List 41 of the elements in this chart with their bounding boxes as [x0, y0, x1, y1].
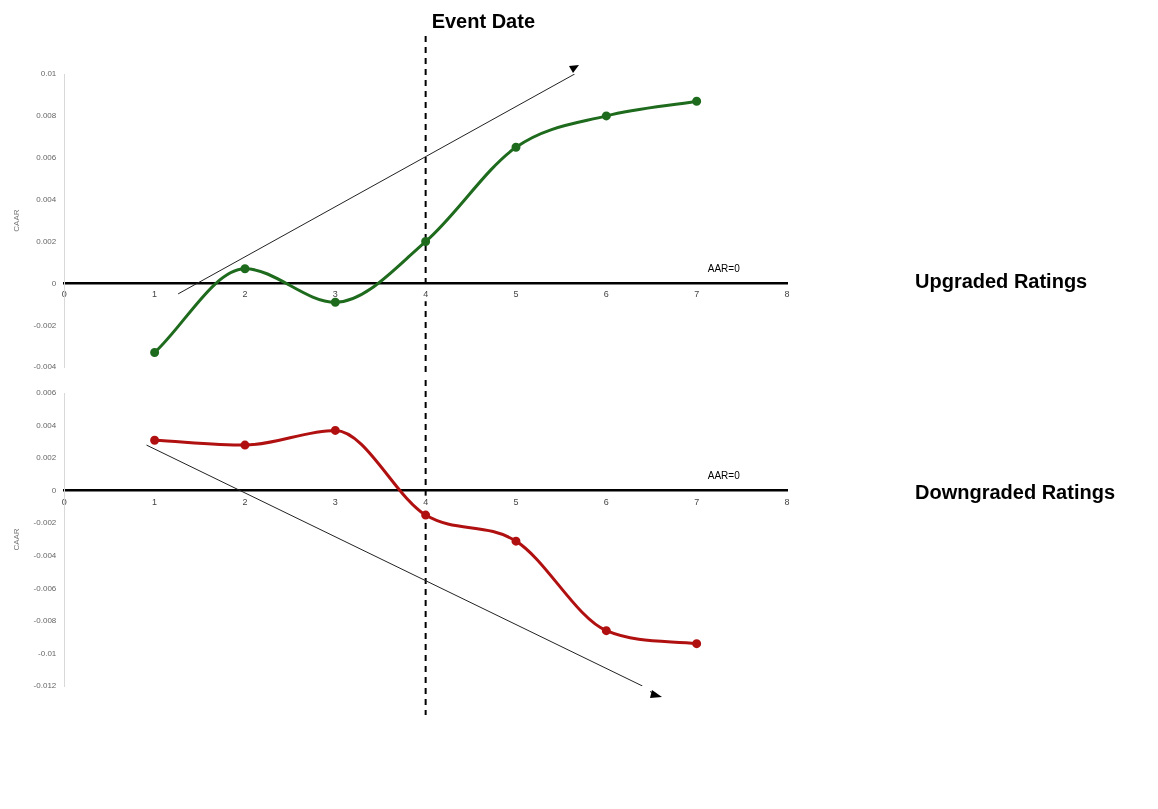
- y-axis-title: CAAR: [12, 528, 21, 551]
- y-tick-label: 0.002: [36, 453, 57, 463]
- x-tick-label: 2: [242, 289, 248, 300]
- text: Upgraded Ratings: [915, 269, 1088, 292]
- x-tick-label: 4: [423, 496, 429, 507]
- x-tick-label: 1: [152, 289, 158, 300]
- y-tick-label: 0.008: [36, 111, 57, 121]
- x-tick-label: 2: [242, 496, 248, 507]
- annotation: AAR=0: [707, 470, 741, 482]
- y-tick-label: 0: [51, 485, 57, 495]
- y-tick-label: 0.006: [36, 388, 57, 398]
- y-tick-label: -0.002: [33, 320, 57, 330]
- x-tick-label: 8: [784, 496, 790, 507]
- y-tick-label: -0.006: [33, 583, 57, 593]
- y-tick-label: -0.004: [33, 550, 57, 560]
- y-tick-label: -0.01: [38, 648, 57, 658]
- x-tick-label: 8: [784, 289, 790, 300]
- x-tick-label: 7: [694, 496, 700, 507]
- ref-line-label: Event Date: [431, 9, 536, 32]
- y-tick-label: 0: [51, 278, 57, 288]
- y-tick-label: 0.004: [36, 194, 57, 204]
- x-tick-label: 5: [513, 496, 519, 507]
- y-axis-title: CAAR: [12, 209, 21, 232]
- y-tick-label: 0.006: [36, 152, 57, 162]
- x-tick-label: 3: [332, 289, 338, 300]
- x-tick-label: 5: [513, 289, 519, 300]
- x-tick-label: 3: [332, 496, 338, 507]
- y-tick-label: -0.012: [33, 681, 57, 691]
- annotation: AAR=0: [707, 263, 741, 275]
- x-tick-label: 1: [152, 496, 158, 507]
- y-tick-label: 0.01: [40, 69, 57, 79]
- x-tick-label: 6: [603, 289, 609, 300]
- x-tick-label: 6: [603, 496, 609, 507]
- y-tick-label: 0.002: [36, 236, 57, 246]
- y-tick-label: 0.004: [36, 420, 57, 430]
- y-tick-label: -0.002: [33, 518, 57, 528]
- x-tick-label: 7: [694, 289, 700, 300]
- y-tick-label: -0.008: [33, 616, 57, 626]
- y-tick-label: -0.004: [33, 362, 57, 372]
- text: Downgraded Ratings: [915, 480, 1116, 503]
- x-tick-label: 4: [423, 289, 429, 300]
